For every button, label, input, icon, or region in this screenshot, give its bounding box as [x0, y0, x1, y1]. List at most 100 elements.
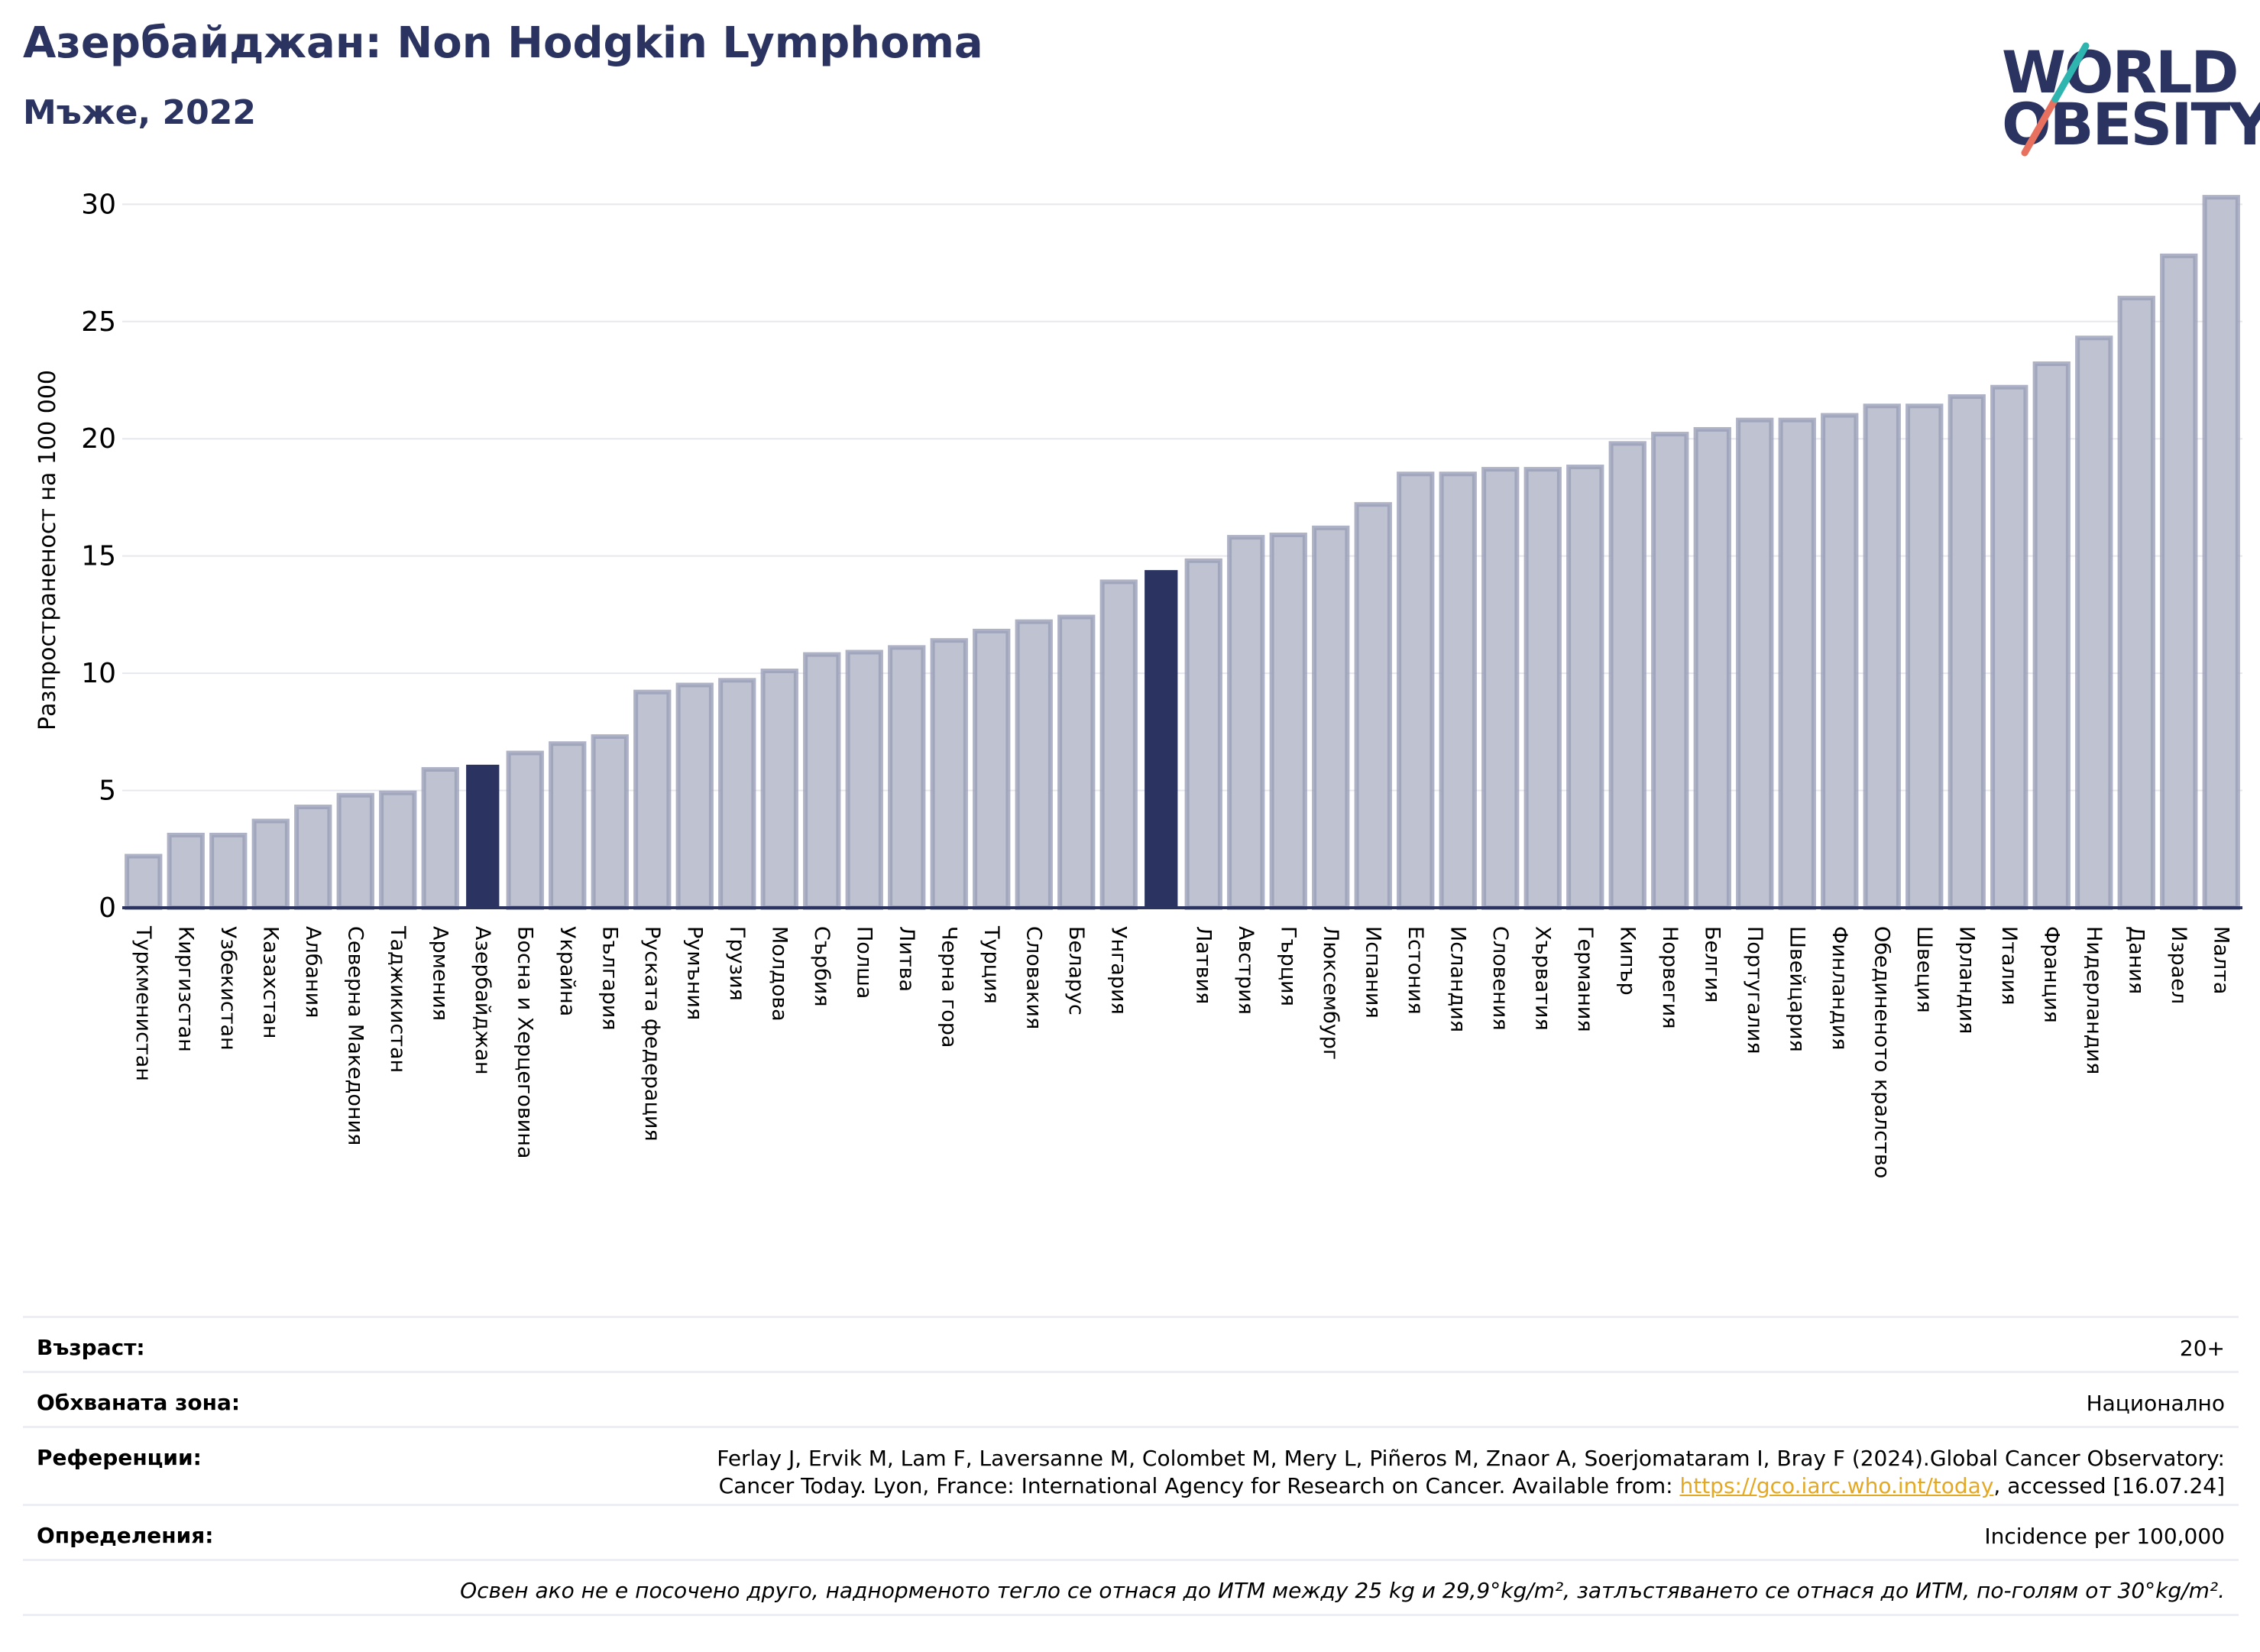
bar [1481, 467, 1520, 910]
bar [1057, 614, 1096, 910]
references-line-1: Ferlay J, Ervik M, Lam F, Laversanne M, … [717, 1446, 2225, 1471]
bar [167, 832, 205, 911]
x-tick-label: Унгария [1106, 926, 1130, 1015]
bar [1778, 417, 1816, 910]
chart-subtitle: Мъже, 2022 [23, 93, 256, 132]
x-tick-label: Сърбия [810, 926, 834, 1007]
bar [336, 792, 374, 910]
x-tick-label: Словения [1488, 926, 1512, 1031]
x-tick-label: Киргизстан [173, 926, 197, 1052]
bar [1397, 471, 1435, 910]
y-tick-label: 5 [99, 776, 116, 807]
x-tick-label: Азербайджан [471, 926, 494, 1075]
bar [294, 805, 332, 910]
bar [1269, 533, 1307, 910]
bar [1863, 403, 1901, 910]
x-tick-label: Таджикистан [386, 925, 410, 1073]
age-value: 20+ [2179, 1336, 2225, 1361]
references-link[interactable]: https://gco.iarc.who.int/today [1679, 1473, 1994, 1498]
bar [1651, 432, 1689, 910]
bar [845, 649, 883, 910]
x-tick-label: Малта [2209, 926, 2232, 994]
info-row-definitions: Определения: Incidence per 100,000 [23, 1504, 2239, 1559]
bar [1608, 441, 1646, 910]
bar [1693, 426, 1731, 910]
x-tick-label: Туркменистан [131, 925, 155, 1081]
x-tick-label: Ирландия [1954, 926, 1978, 1034]
x-tick-label: Люксембург [1319, 926, 1342, 1060]
x-tick-label: България [597, 926, 621, 1031]
x-tick-label: Израел [2167, 926, 2190, 1004]
bar [506, 750, 544, 911]
bar [718, 678, 756, 910]
x-tick-label: Кипър [1615, 926, 1639, 996]
bar [1145, 570, 1178, 908]
bar [1821, 413, 1859, 910]
y-tick-label: 20 [81, 423, 116, 455]
x-tick-label: Нидерландия [2082, 926, 2106, 1074]
logo-slash-icon [2021, 42, 2090, 157]
x-tick-label: Турция [979, 925, 1003, 1004]
coverage-label: Обхваната зона: [37, 1390, 241, 1415]
bar [2075, 335, 2113, 910]
x-tick-label: Исландия [1446, 926, 1469, 1032]
y-tick-label: 30 [81, 189, 116, 220]
info-row-coverage: Обхваната зона: Национално [23, 1371, 2239, 1426]
bar [379, 790, 417, 910]
bar [2160, 253, 2198, 910]
bar [1990, 384, 2028, 910]
bar [888, 645, 926, 910]
x-tick-label: Гърция [1276, 926, 1300, 1006]
bar [1099, 579, 1138, 910]
x-tick-label: Украйна [555, 926, 579, 1016]
x-tick-label: Беларус [1064, 926, 1088, 1015]
bar [1227, 535, 1265, 911]
x-tick-label: Австрия [1234, 926, 1258, 1015]
x-tick-label: Черна гора [937, 926, 960, 1048]
x-tick-label: Норвегия [1658, 926, 1682, 1028]
bar [421, 766, 459, 910]
world-obesity-logo: WORLD OBESITY [1994, 23, 2260, 160]
x-tick-label: Казахстан [258, 926, 282, 1038]
y-tick-label: 15 [81, 541, 116, 572]
y-tick-label: 10 [81, 658, 116, 689]
x-tick-label: Босна и Херцеговина [513, 926, 536, 1158]
x-tick-label: Дания [2124, 926, 2148, 994]
x-tick-label: Хърватия [1530, 926, 1554, 1031]
x-tick-label: Белгия [1700, 926, 1724, 1003]
bar [466, 764, 500, 908]
x-tick-label: Узбекистан [216, 926, 240, 1051]
references-label: Референции: [37, 1445, 202, 1470]
bar [1015, 619, 1053, 910]
bar [803, 652, 841, 911]
y-axis-label: Разпространеност на 100 000 [34, 370, 61, 730]
references-value: Ferlay J, Ervik M, Lam F, Laversanne M, … [717, 1445, 2225, 1500]
info-table: Възраст: 20+ Обхваната зона: Национално … [23, 1316, 2239, 1616]
x-tick-label: Франция [2039, 926, 2063, 1023]
x-tick-label: Словакия [1022, 926, 1045, 1029]
x-tick-label: Армения [428, 926, 452, 1021]
bar [209, 832, 248, 911]
bar [125, 854, 163, 910]
x-tick-label: Италия [1997, 926, 2021, 1006]
bar [1312, 525, 1350, 910]
logo-line-1: WORLD [2002, 38, 2239, 106]
bar [1948, 394, 1986, 910]
x-tick-label: Литва [895, 926, 918, 992]
x-tick-label: Руската федерация [640, 926, 664, 1142]
bar [1523, 467, 1562, 910]
bar [591, 734, 629, 910]
age-label: Възраст: [37, 1335, 145, 1360]
bar [549, 741, 587, 910]
references-line-2a: Cancer Today. Lyon, France: Internationa… [718, 1473, 1680, 1498]
bar-chart: 0 5 10 15 20 25 30 Разпространеност на 100 000 Т… [34, 189, 2242, 1178]
definitions-value: Incidence per 100,000 [1984, 1524, 2225, 1549]
x-tick-label: Португалия [1743, 926, 1766, 1054]
x-tick-label: Швеция [1912, 926, 1936, 1013]
chart-title: Азербайджан: Non Hodgkin Lymphoma [23, 18, 983, 68]
bar [930, 638, 968, 910]
bar [675, 682, 714, 911]
bar [973, 628, 1011, 911]
x-tick-label: Молдова [767, 926, 791, 1022]
x-tick-label: Латвия [1191, 926, 1215, 1004]
